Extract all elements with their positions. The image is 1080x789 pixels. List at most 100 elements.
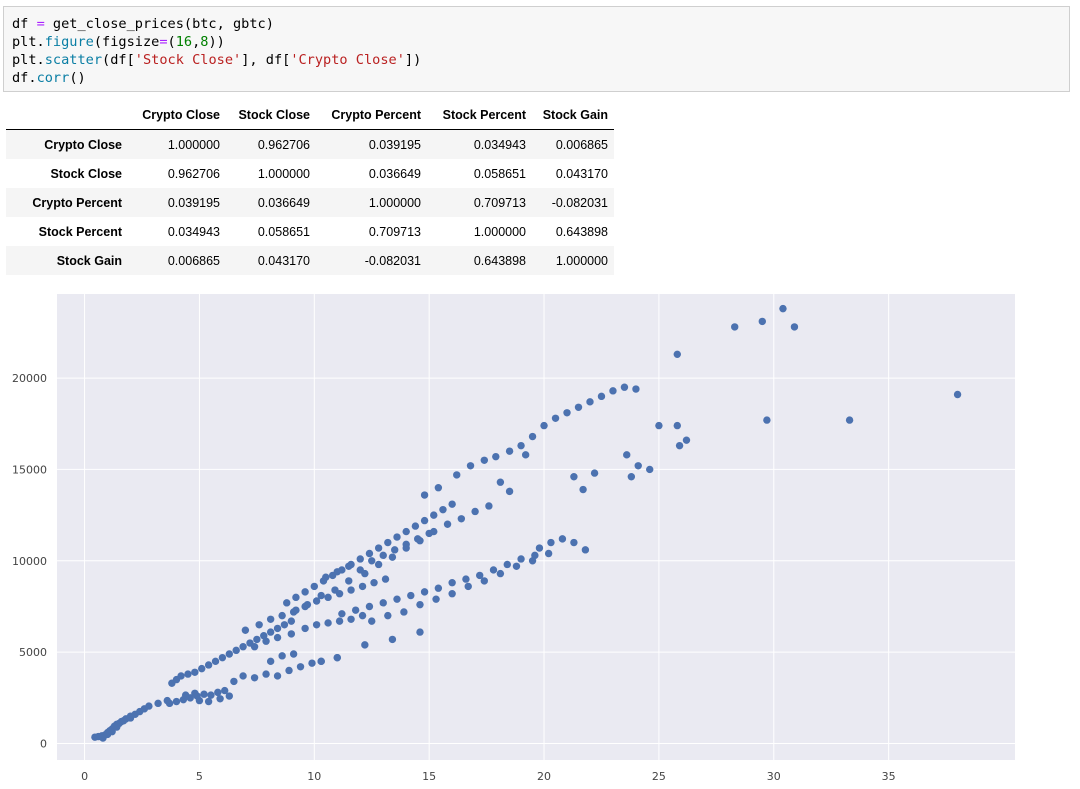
table-cell: 1.000000 — [368, 195, 421, 210]
code-token: 8 — [200, 34, 209, 50]
x-tick-label: 5 — [196, 770, 203, 783]
scatter-point — [492, 452, 500, 461]
scatter-point — [301, 588, 309, 596]
scatter-point — [731, 323, 739, 331]
scatter-point — [347, 586, 355, 594]
scatter-point — [505, 487, 514, 496]
code-token: (figsize — [93, 34, 160, 50]
row-label: Stock Percent — [38, 224, 122, 239]
scatter-point — [393, 595, 401, 603]
scatter-point — [655, 421, 663, 430]
scatter-point — [312, 621, 321, 629]
scatter-point — [165, 699, 174, 708]
row-label: Crypto Close — [44, 137, 122, 152]
scatter-point — [471, 507, 479, 516]
x-tick-label: 25 — [652, 770, 666, 783]
code-token: df — [12, 16, 37, 32]
scatter-point — [402, 540, 410, 549]
code-token: , — [192, 34, 201, 50]
scatter-point — [384, 538, 392, 547]
scatter-point — [191, 668, 199, 676]
scatter-point — [119, 717, 128, 725]
scatter-point — [558, 535, 567, 543]
scatter-point — [262, 670, 270, 678]
scatter-point — [184, 670, 192, 678]
table-cell: -0.082031 — [551, 195, 608, 210]
scatter-point — [361, 641, 369, 649]
code-token: () — [69, 70, 86, 86]
scatter-point — [379, 599, 387, 607]
code-line: df.corr() — [12, 69, 1069, 87]
scatter-point — [262, 637, 270, 645]
scatter-point — [181, 691, 190, 699]
scatter-point — [113, 723, 121, 731]
scatter-point — [333, 653, 341, 662]
scatter-point — [324, 593, 332, 602]
y-tick-label: 0 — [40, 738, 47, 751]
scatter-point — [420, 516, 429, 525]
scatter-point — [480, 577, 489, 585]
scatter-point — [221, 686, 229, 695]
scatter-point — [434, 484, 443, 492]
scatter-point — [273, 624, 282, 633]
code-token: get_close_prices(btc, gbtc) — [44, 16, 274, 32]
x-tick-label: 30 — [767, 770, 781, 783]
scatter-point — [420, 491, 429, 499]
code-line: df = get_close_prices(btc, gbtc) — [12, 15, 1069, 33]
scatter-point — [528, 432, 537, 441]
scatter-point — [283, 599, 291, 607]
scatter-point — [413, 535, 422, 543]
scatter-point — [416, 600, 424, 609]
scatter-point — [317, 591, 325, 600]
table-cell: 0.709713 — [368, 224, 421, 239]
scatter-point — [517, 441, 525, 450]
table-cell: 0.962706 — [167, 166, 220, 181]
scatter-point — [347, 615, 355, 623]
scatter-point — [953, 390, 962, 399]
scatter-point — [239, 672, 247, 680]
scatter-point — [790, 323, 799, 331]
scatter-point — [570, 473, 578, 481]
scatter-point — [108, 727, 116, 736]
table-index-header — [6, 100, 128, 130]
code-line: plt.scatter(df['Stock Close'], df['Crypt… — [12, 51, 1069, 69]
code-cell[interactable]: df = get_close_prices(btc, gbtc) plt.figu… — [3, 6, 1070, 92]
column-header: Crypto Percent — [316, 100, 427, 130]
code-token: = — [159, 34, 168, 50]
code-line: plt.figure(figsize=(16,8)) — [12, 33, 1069, 51]
scatter-point — [462, 575, 470, 583]
scatter-point — [317, 657, 325, 666]
scatter-point — [370, 579, 378, 587]
scatter-point — [574, 403, 583, 412]
scatter-point — [266, 628, 275, 636]
scatter-point — [204, 661, 213, 669]
scatter-point — [308, 659, 316, 667]
scatter-point — [345, 562, 353, 570]
code-token: df. — [12, 70, 37, 86]
scatter-point — [673, 421, 681, 430]
scatter-point — [216, 695, 224, 703]
scatter-point — [528, 557, 537, 565]
scatter-point — [485, 502, 493, 510]
scatter-point — [250, 642, 259, 651]
table-cell: 0.036649 — [257, 195, 310, 210]
table-row: Stock Percent 0.034943 0.058651 0.709713… — [6, 217, 614, 246]
scatter-point — [241, 626, 250, 634]
table-cell: 0.043170 — [555, 166, 608, 181]
scatter-point — [430, 511, 438, 519]
code-token: scatter — [44, 52, 103, 68]
code-token: 16 — [175, 34, 193, 50]
x-tick-label: 15 — [422, 770, 436, 783]
y-tick-label: 15000 — [12, 463, 47, 476]
scatter-point — [673, 350, 681, 359]
scatter-point — [358, 582, 367, 591]
scatter-point — [480, 456, 489, 464]
scatter-point — [324, 619, 332, 627]
code-editor[interactable]: df = get_close_prices(btc, gbtc) plt.figu… — [12, 15, 1069, 87]
table-cell: 0.058651 — [473, 166, 526, 181]
scatter-point — [266, 615, 275, 623]
scatter-point — [303, 600, 312, 609]
table-cell: 0.036649 — [368, 166, 421, 181]
scatter-point — [505, 447, 514, 455]
scatter-point — [623, 451, 631, 459]
